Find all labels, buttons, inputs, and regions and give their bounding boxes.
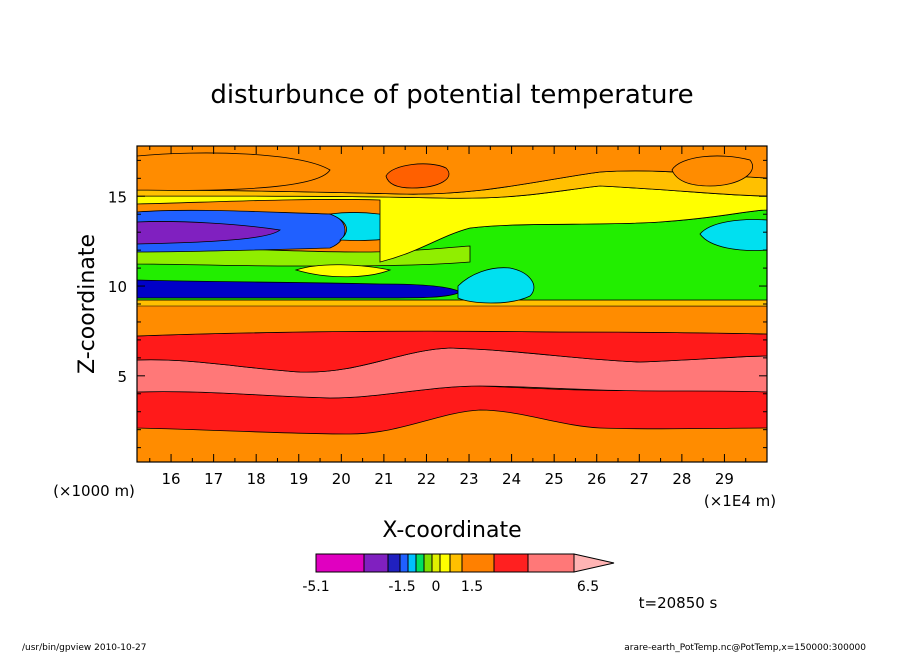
x-ticks: 16 17 18 19 20 21 22 23 24 25 26 27 28 29 [149,146,747,488]
x-tick-label: 21 [374,470,393,488]
colorbar-labels: -5.1 -1.5 0 1.5 6.5 [302,579,599,595]
colorbar-swatch [387,553,401,573]
colorbar-extend-arrow [573,553,615,573]
footer-right: arare-earth_PotTemp.nc@PotTemp,x=150000:… [624,643,866,653]
colorbar-swatch [493,553,529,573]
x-tick-label: 23 [459,470,478,488]
x-tick-label: 16 [162,470,181,488]
x-tick-label: 20 [332,470,351,488]
band-cyan-lower [457,267,535,304]
band-top-blob-left [137,152,331,191]
x-tick-label: 19 [289,470,308,488]
time-label: t=20850 s [639,594,718,612]
plot-axes: 16 17 18 19 20 21 22 23 24 25 26 27 28 29 5 10 15 [108,145,768,488]
colorbar-swatch [461,553,495,573]
colorbar-label: -1.5 [388,579,415,595]
y-axis-label: Z-coordinate [75,234,100,374]
colorbar-label: -5.1 [302,579,329,595]
band-top-blob-mid [385,163,450,189]
x-tick-label: 26 [587,470,606,488]
colorbar-swatch [423,553,433,573]
colorbar [315,553,615,573]
colorbar-label: 1.5 [461,579,483,595]
colorbar-swatch [527,553,575,573]
colorbar-label: 0 [432,579,441,595]
footer-left: /usr/bin/gpview 2010-10-27 [22,643,146,653]
y-tick-label: 10 [108,278,127,296]
chart-title: disturbunce of potential temperature [210,80,693,110]
x-tick-label: 28 [672,470,691,488]
band-orange-mid [137,304,767,337]
colorbar-swatch [449,553,463,573]
colorbar-swatch [399,553,409,573]
colorbar-swatch [363,553,389,573]
band-yellow-lines [137,299,767,307]
y-unit-label: (×1000 m) [53,482,135,500]
y-ticks: 5 10 15 [108,159,767,449]
colorbar-swatch [431,553,441,573]
x-tick-label: 24 [502,470,521,488]
colorbar-swatch [407,553,417,573]
x-tick-label: 29 [715,470,734,488]
x-tick-label: 25 [545,470,564,488]
x-tick-label: 27 [630,470,649,488]
y-tick-label: 5 [117,368,127,386]
colorbar-label: 6.5 [577,579,599,595]
x-unit-label: (×1E4 m) [704,492,776,510]
colorbar-swatch [439,553,451,573]
y-tick-label: 15 [108,188,127,206]
x-tick-label: 18 [247,470,266,488]
x-tick-label: 22 [417,470,436,488]
contour-plot-area [137,146,767,462]
band-upper-purple [137,221,281,245]
x-axis-label: X-coordinate [382,518,521,543]
colorbar-swatch [415,553,425,573]
band-top-blob-right [671,155,753,187]
band-cyan-right [699,219,767,251]
colorbar-swatch [315,553,365,573]
x-tick-label: 17 [204,470,223,488]
band-yellow-mid [294,264,392,278]
